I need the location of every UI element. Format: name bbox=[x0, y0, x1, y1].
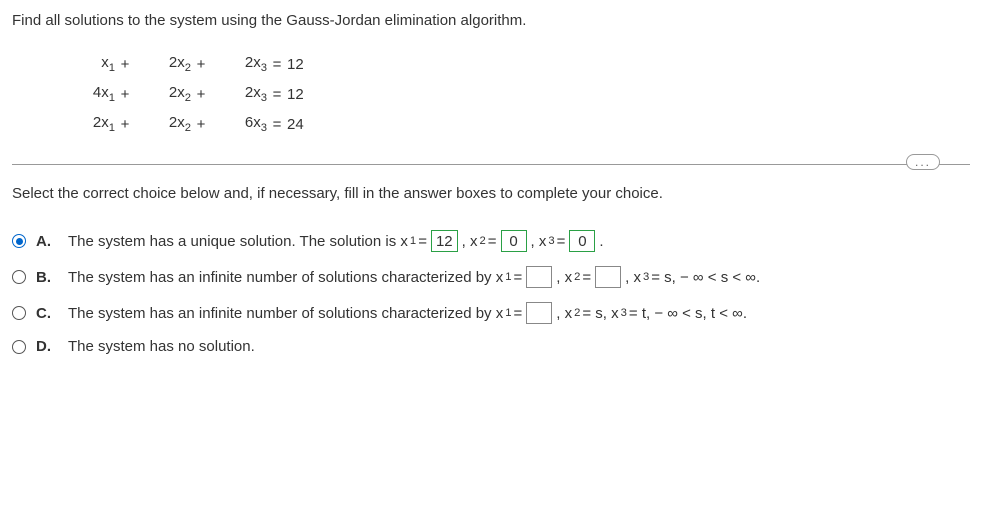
equation-row-1: x1 + 2x2 + 2x3 = 12 bbox=[67, 49, 970, 79]
choice-list: A. The system has a unique solution. The… bbox=[12, 230, 970, 355]
answer-box-a1[interactable]: 12 bbox=[431, 230, 458, 252]
choice-label-b: B. bbox=[36, 269, 54, 286]
radio-b[interactable] bbox=[12, 270, 26, 284]
radio-c[interactable] bbox=[12, 306, 26, 320]
answer-box-a3[interactable]: 0 bbox=[569, 230, 595, 252]
radio-a[interactable] bbox=[12, 234, 26, 248]
choice-b[interactable]: B. The system has an infinite number of … bbox=[12, 266, 970, 288]
choice-text-d: The system has no solution. bbox=[68, 338, 255, 355]
select-prompt: Select the correct choice below and, if … bbox=[12, 185, 970, 202]
radio-d[interactable] bbox=[12, 340, 26, 354]
equation-row-3: 2x1 + 2x2 + 6x3 = 24 bbox=[67, 109, 970, 139]
equation-row-2: 4x1 + 2x2 + 2x3 = 12 bbox=[67, 79, 970, 109]
answer-box-a2[interactable]: 0 bbox=[501, 230, 527, 252]
choice-label-d: D. bbox=[36, 338, 54, 355]
choice-a[interactable]: A. The system has a unique solution. The… bbox=[12, 230, 970, 252]
choice-text-c: The system has an infinite number of sol… bbox=[68, 302, 747, 324]
section-divider bbox=[12, 164, 970, 165]
answer-box-b1[interactable] bbox=[526, 266, 552, 288]
answer-box-c1[interactable] bbox=[526, 302, 552, 324]
choice-d[interactable]: D. The system has no solution. bbox=[12, 338, 970, 355]
question-text: Find all solutions to the system using t… bbox=[12, 12, 970, 29]
ellipsis-icon[interactable]: ... bbox=[906, 154, 940, 170]
choice-label-a: A. bbox=[36, 233, 54, 250]
choice-c[interactable]: C. The system has an infinite number of … bbox=[12, 302, 970, 324]
choice-text-b: The system has an infinite number of sol… bbox=[68, 266, 760, 288]
answer-box-b2[interactable] bbox=[595, 266, 621, 288]
choice-label-c: C. bbox=[36, 305, 54, 322]
choice-text-a: The system has a unique solution. The so… bbox=[68, 230, 604, 252]
equation-system: x1 + 2x2 + 2x3 = 12 4x1 + 2x2 + 2x3 = 12… bbox=[67, 49, 970, 139]
